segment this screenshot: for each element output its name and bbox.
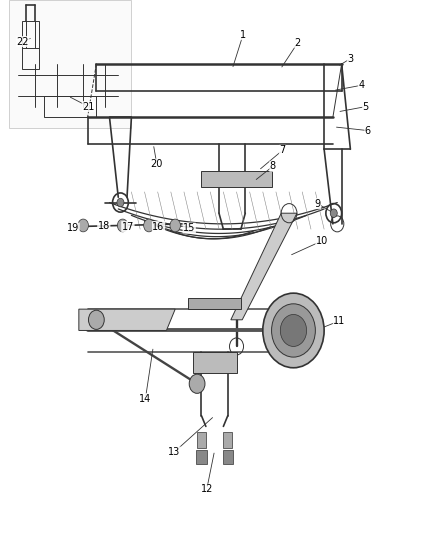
Text: 13: 13 [168,447,180,457]
Text: 12: 12 [201,484,213,494]
Text: 15: 15 [183,223,195,233]
Text: 2: 2 [295,38,301,47]
Text: 16: 16 [152,222,165,231]
Circle shape [78,219,88,232]
Text: 1: 1 [240,30,246,39]
Circle shape [117,198,124,207]
Polygon shape [188,298,241,309]
Text: 7: 7 [279,146,286,155]
Text: 4: 4 [358,80,364,90]
Polygon shape [231,213,297,320]
Text: 17: 17 [122,222,134,231]
Text: 6: 6 [365,126,371,135]
Polygon shape [223,432,232,448]
Text: 22: 22 [17,37,29,46]
Text: 14: 14 [139,394,152,403]
Polygon shape [201,171,272,187]
Polygon shape [193,352,237,373]
Text: 10: 10 [316,236,328,246]
Polygon shape [196,450,207,464]
Circle shape [144,219,154,232]
Text: 5: 5 [363,102,369,111]
Circle shape [170,219,180,232]
Text: 3: 3 [347,54,353,63]
Text: 9: 9 [314,199,321,208]
Circle shape [88,310,104,329]
Text: 18: 18 [98,221,110,231]
Text: 8: 8 [270,161,276,171]
Circle shape [280,314,307,346]
Polygon shape [79,309,175,330]
Text: 21: 21 [82,102,95,111]
Text: 19: 19 [67,223,79,233]
Text: 20: 20 [151,159,163,169]
Polygon shape [223,450,233,464]
Circle shape [189,374,205,393]
Circle shape [272,304,315,357]
Circle shape [263,293,324,368]
Circle shape [117,219,128,232]
Polygon shape [9,0,131,128]
Circle shape [330,209,337,217]
Polygon shape [197,432,206,448]
Text: 11: 11 [333,316,346,326]
